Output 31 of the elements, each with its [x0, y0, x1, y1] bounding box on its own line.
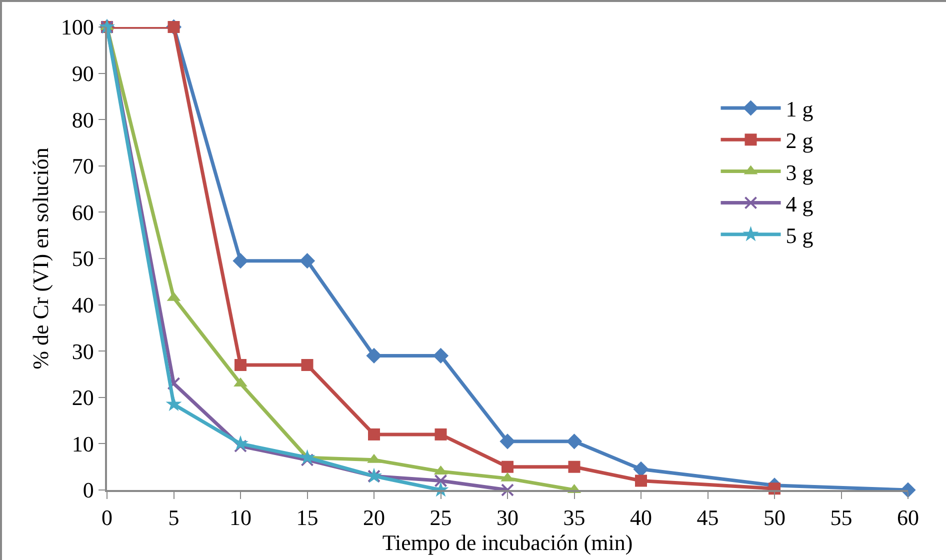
x-tick-label: 15	[296, 505, 318, 530]
y-axis-title: % de Cr (VI) en solución	[28, 148, 54, 370]
x-tick-label: 5	[168, 505, 180, 530]
y-tick-label: 30	[72, 338, 94, 364]
x-axis-title: Tiempo de incubación (min)	[382, 530, 633, 556]
x-tick-label: 25	[430, 505, 452, 530]
y-tick-label: 20	[72, 385, 94, 410]
x-tick-label: 0	[102, 505, 112, 530]
y-tick-label: 100	[60, 14, 94, 40]
y-tick-label: 50	[72, 246, 94, 272]
legend-label: 4 g	[786, 191, 814, 216]
y-tick-label: 70	[72, 154, 94, 179]
y-tick-label: 0	[82, 478, 94, 503]
x-tick-label: 50	[764, 505, 786, 530]
x-tick-label: 10	[230, 505, 252, 530]
x-tick-label: 60	[897, 505, 919, 530]
x-tick-label: 20	[363, 505, 385, 530]
x-tick-label: 30	[496, 505, 518, 530]
x-tick-label: 35	[563, 505, 586, 530]
legend-label: 5 g	[786, 222, 814, 248]
y-tick-label: 80	[72, 107, 94, 132]
y-tick-label: 40	[72, 292, 94, 318]
y-tick-label: 60	[72, 200, 94, 225]
y-tick-label: 90	[72, 61, 94, 86]
x-tick-label: 40	[630, 505, 652, 530]
x-tick-label: 55	[830, 505, 852, 530]
y-tick-label: 10	[72, 431, 94, 456]
x-tick-label: 45	[696, 505, 719, 530]
legend-label: 1 g	[786, 96, 814, 122]
legend-label: 3 g	[786, 160, 814, 185]
legend-label: 2 g	[786, 128, 814, 154]
